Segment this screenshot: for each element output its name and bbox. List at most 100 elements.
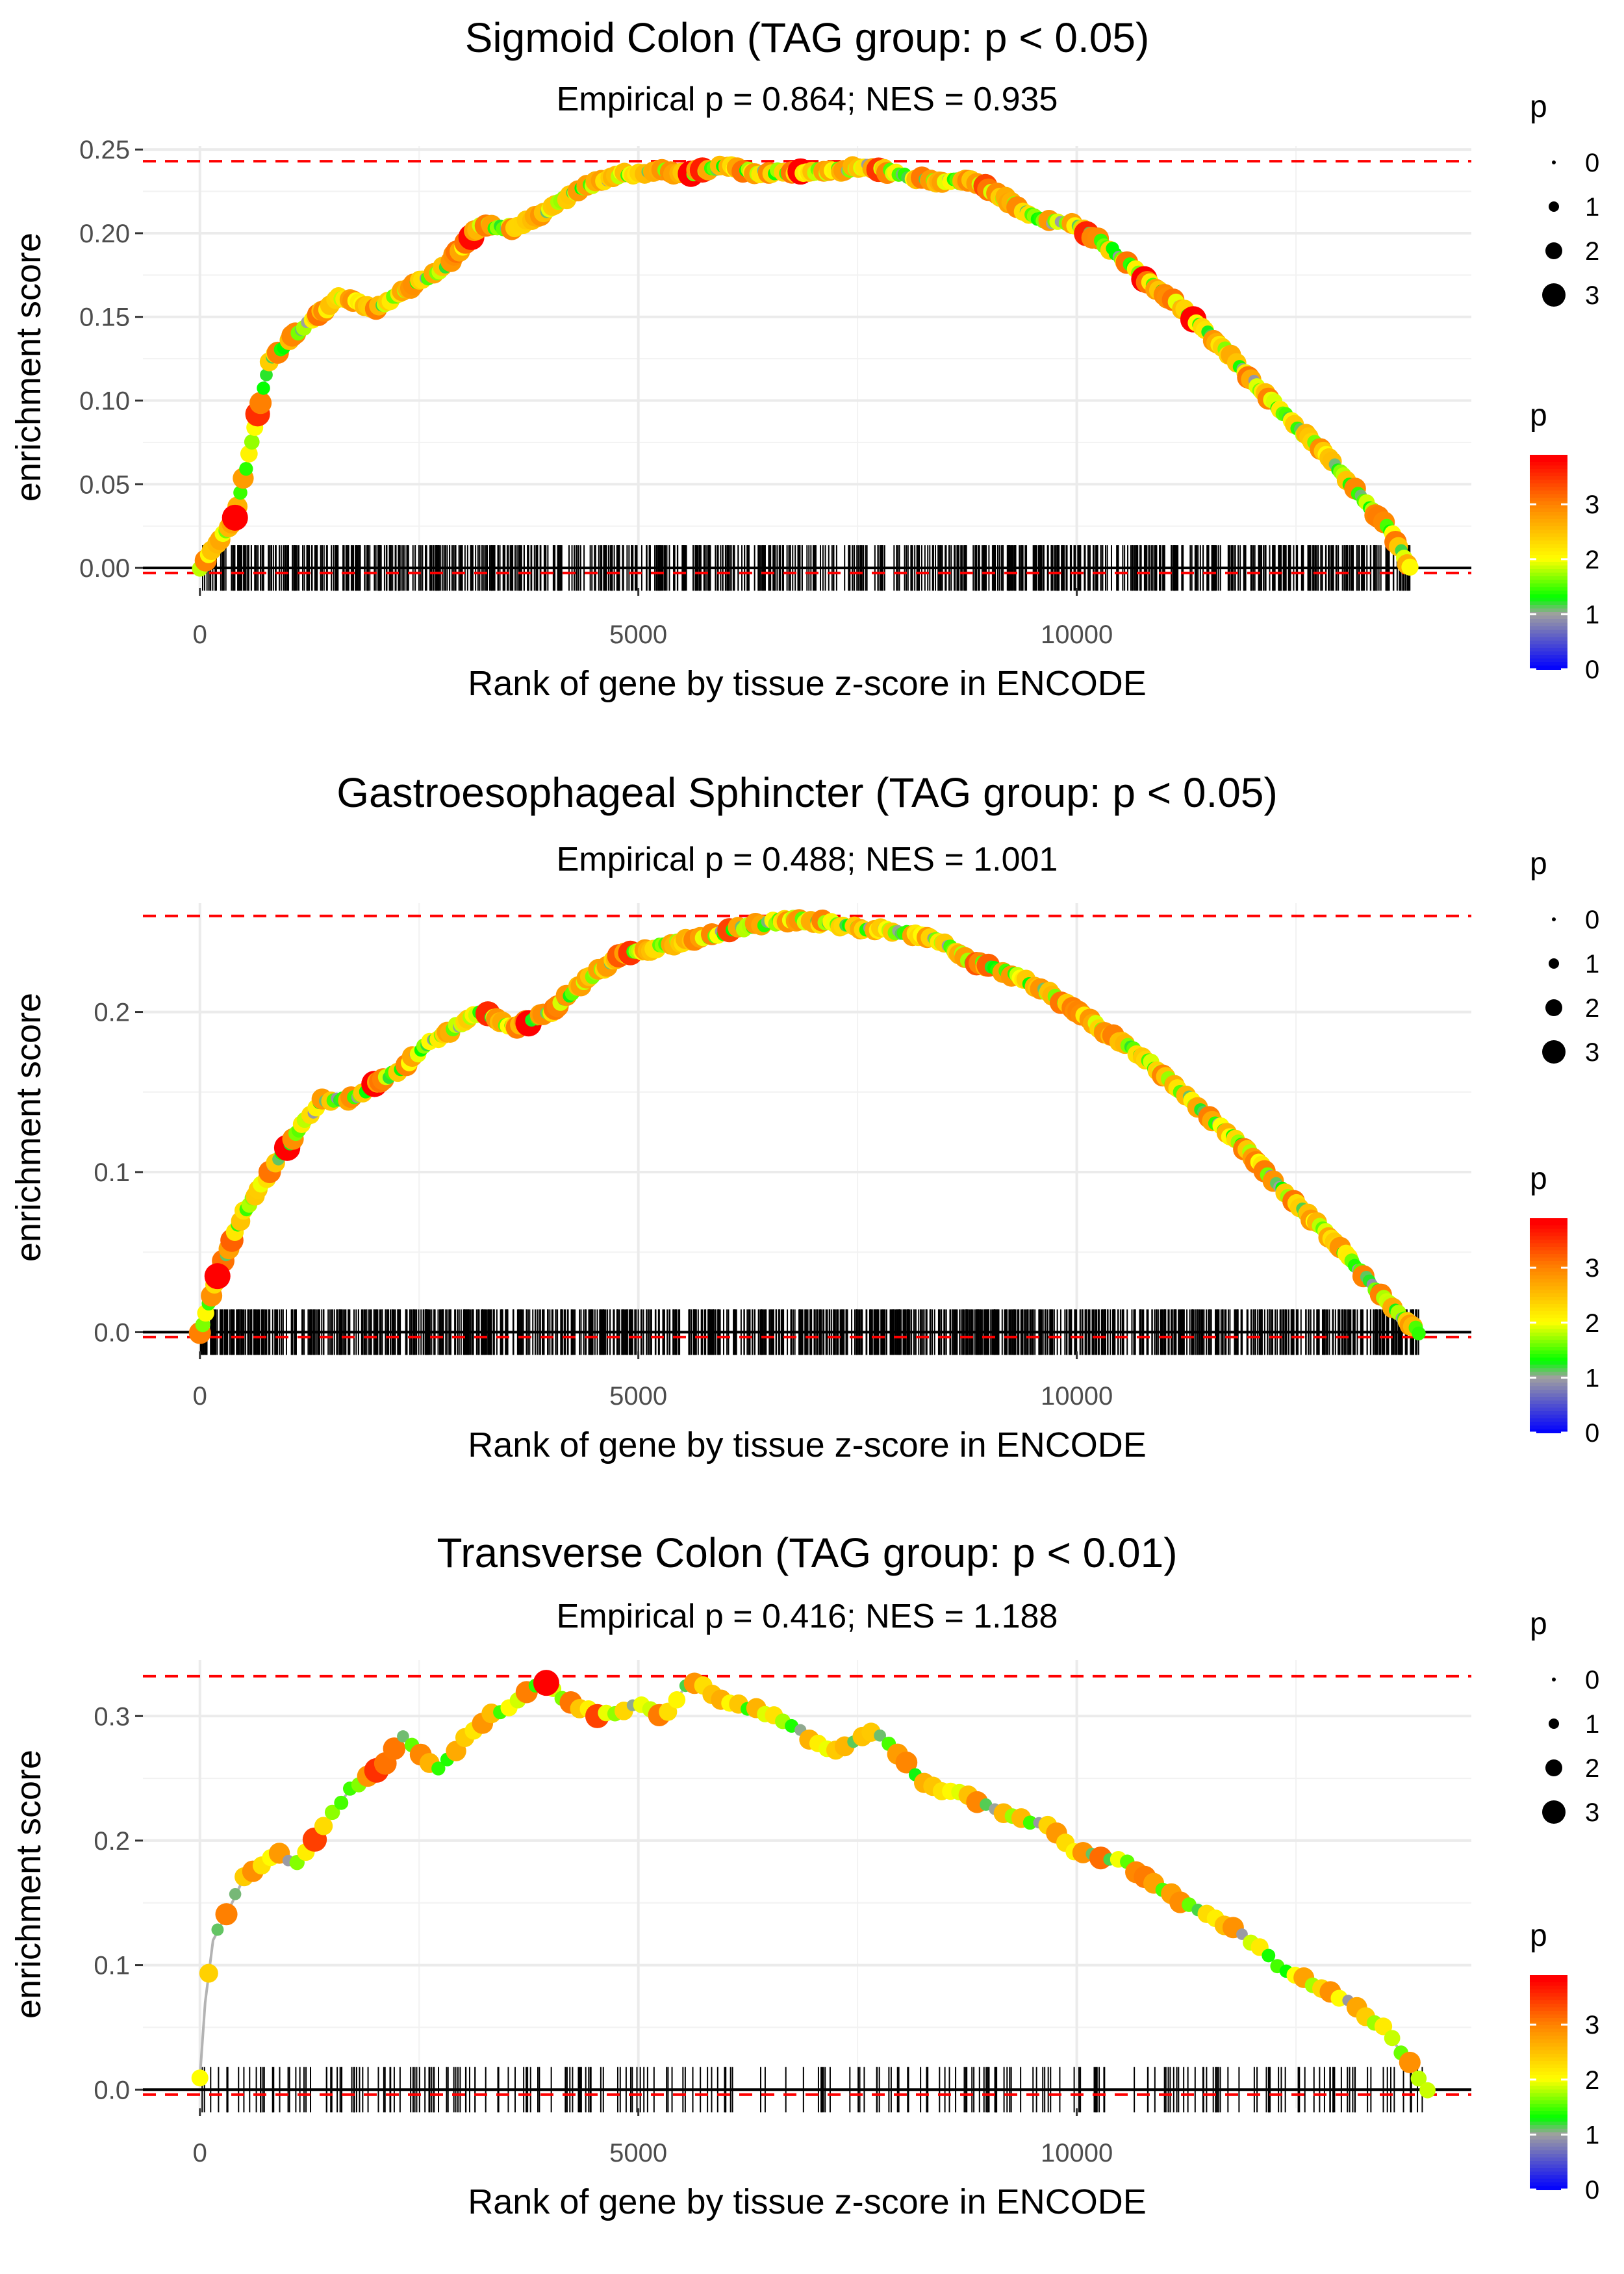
major-gridlines	[143, 146, 1471, 588]
colorbar-segment	[1530, 1261, 1567, 1266]
size-legend-label: 0	[1585, 1666, 1599, 1694]
highlight-points	[533, 1670, 559, 1696]
data-point	[244, 434, 260, 450]
x-tick-label: 0	[193, 620, 207, 649]
colorbar-segment	[1530, 562, 1567, 567]
color-legend-label: 0	[1585, 2176, 1599, 2204]
y-axis: 0.0 0.1 0.2	[94, 999, 143, 1347]
chart-title: Gastroesophageal Sphincter (TAG group: p…	[336, 769, 1278, 816]
colorbar-segment	[1530, 1361, 1567, 1366]
colorbar-segment	[1530, 515, 1567, 520]
size-legend-title: p	[1530, 847, 1547, 881]
colorbar-segment	[1530, 1290, 1567, 1294]
data-point	[211, 1923, 224, 1936]
color-legend-label: 3	[1585, 491, 1599, 519]
y-axis: 0.0 0.1 0.2 0.3	[94, 1702, 143, 2104]
colorbar-segment	[1530, 2164, 1567, 2169]
colorbar-segment	[1530, 2061, 1567, 2065]
colorbar-segment	[1530, 1250, 1567, 1255]
gastroesophageal-sphincter-panel: Gastroesophageal Sphincter (TAG group: p…	[9, 769, 1599, 1464]
series-line	[198, 917, 1420, 1333]
size-legend-key	[1545, 999, 1562, 1016]
colorbar-segment	[1530, 608, 1567, 613]
colorbar-segment	[1530, 1390, 1567, 1394]
colorbar-segment	[1530, 1304, 1567, 1309]
colorbar-segment	[1530, 1407, 1567, 1412]
colorbar-segment	[1530, 551, 1567, 556]
y-tick-label: 0.20	[79, 220, 130, 248]
size-legend-label: 2	[1585, 1754, 1599, 1783]
colorbar-segment	[1530, 2175, 1567, 2180]
size-legend-label: 3	[1585, 1038, 1599, 1067]
colorbar-segment	[1530, 2161, 1567, 2165]
size-legend-key	[1542, 283, 1566, 307]
colorbar-segment	[1530, 1307, 1567, 1312]
colorbar-segment	[1530, 2036, 1567, 2040]
x-axis-title: Rank of gene by tissue z-score in ENCODE	[468, 2182, 1146, 2221]
data-point	[1262, 1948, 1276, 1963]
size-legend-label: 3	[1585, 281, 1599, 310]
y-tick-label: 0.3	[94, 1702, 130, 1731]
colorbar-segment	[1530, 469, 1567, 474]
size-legend-label: 0	[1585, 149, 1599, 177]
colorbar-segment	[1530, 2118, 1567, 2123]
colorbar-segment	[1530, 1368, 1567, 1373]
colorbar-segment	[1530, 1347, 1567, 1351]
x-axis: 0 5000 10000	[193, 588, 1113, 649]
colorbar-segment	[1530, 1400, 1567, 1405]
colorbar-segment	[1530, 2057, 1567, 2062]
colorbar-segment	[1530, 1404, 1567, 1409]
colorbar-segment	[1530, 1243, 1567, 1247]
colorbar-segment	[1530, 1372, 1567, 1376]
colorbar-segment	[1530, 1397, 1567, 1401]
colorbar-segment	[1530, 2171, 1567, 2176]
y-tick-label: 0.2	[94, 1827, 130, 1856]
y-tick-label: 0.00	[79, 554, 130, 583]
x-tick-label: 5000	[609, 2139, 667, 2167]
colorbar-segment	[1530, 2104, 1567, 2108]
colorbar-segment	[1530, 1425, 1567, 1430]
data-point	[1236, 1928, 1248, 1940]
y-tick-label: 0.0	[94, 2076, 130, 2104]
data-point	[334, 1795, 349, 1810]
size-legend: p 0 1 2 3	[1530, 1607, 1599, 1827]
chart-subtitle: Empirical p = 0.488; NES = 1.001	[557, 841, 1058, 878]
y-tick-label: 0.2	[94, 999, 130, 1027]
colorbar-segment	[1530, 601, 1567, 606]
colorbar-segment	[1530, 641, 1567, 645]
data-point	[1374, 2017, 1393, 2036]
colorbar-segment	[1530, 576, 1567, 581]
colorbar-segment	[1530, 483, 1567, 488]
y-tick-label: 0.25	[79, 136, 130, 164]
colorbar-segment	[1530, 2107, 1567, 2112]
colorbar-segment	[1530, 1357, 1567, 1362]
data-point	[1412, 1326, 1426, 1341]
points-layer	[191, 1670, 1436, 2099]
colorbar-segment	[1530, 598, 1567, 602]
major-gridlines	[143, 1660, 1471, 2108]
size-legend-label: 1	[1585, 1710, 1599, 1739]
data-point	[324, 1804, 340, 1820]
data-point	[215, 1903, 238, 1926]
colorbar-segment	[1530, 612, 1567, 617]
y-tick-label: 0.05	[79, 470, 130, 499]
colorbar-segment	[1530, 2054, 1567, 2058]
x-axis-title: Rank of gene by tissue z-score in ENCODE	[468, 1425, 1146, 1464]
data-point	[199, 1963, 218, 1983]
colorbar-segment	[1530, 555, 1567, 559]
colorbar-segment	[1530, 1264, 1567, 1269]
colorbar-segment	[1530, 1254, 1567, 1258]
size-legend-key	[1549, 201, 1559, 212]
colorbar-segment	[1530, 1300, 1567, 1305]
colorbar-segment	[1530, 1336, 1567, 1340]
x-axis: 0 5000 10000	[193, 2108, 1113, 2167]
y-axis-title: enrichment score	[9, 233, 48, 502]
colorbar-segment	[1530, 2143, 1567, 2147]
y-tick-label: 0.15	[79, 303, 130, 332]
size-legend-key	[1552, 1678, 1556, 1681]
minor-gridlines	[143, 146, 1471, 588]
size-legend-label: 2	[1585, 237, 1599, 266]
color-legend-label: 2	[1585, 2066, 1599, 2095]
colorbar-segment	[1530, 587, 1567, 591]
colorbar-segment	[1530, 1343, 1567, 1348]
